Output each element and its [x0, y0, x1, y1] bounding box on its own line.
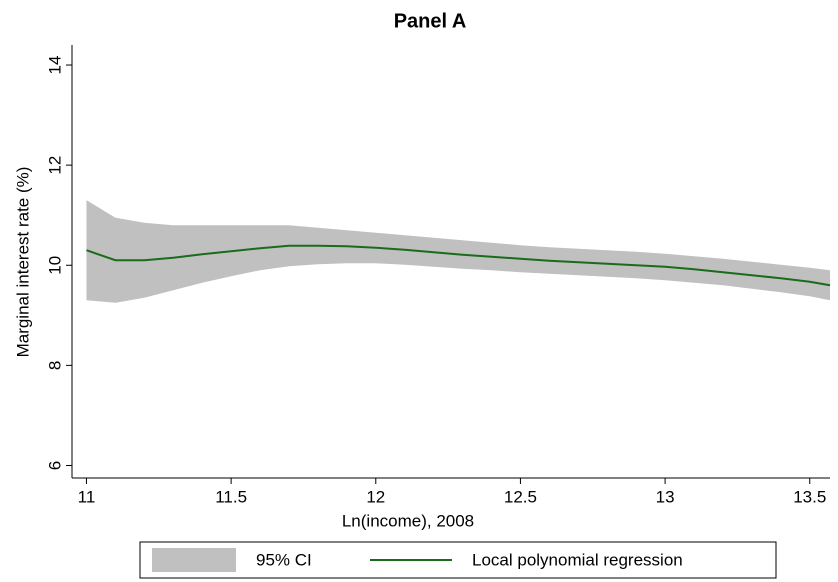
y-tick-label: 8 [45, 361, 64, 370]
y-tick-label: 14 [45, 56, 64, 75]
y-axis-label: Marginal interest rate (%) [13, 167, 32, 358]
x-tick-label: 12 [366, 487, 385, 506]
x-axis-label: Ln(income), 2008 [342, 511, 474, 530]
line [86, 244, 831, 287]
x-tick-label: 13 [656, 487, 675, 506]
x-tick-label: 11 [78, 487, 96, 506]
legend-box [139, 541, 777, 579]
x-tick-label: 12.5 [504, 487, 537, 506]
y-tick-label: 6 [45, 461, 64, 470]
legend-label: 95% CI [256, 550, 312, 569]
legend-label: Local polynomial regression [472, 550, 683, 569]
chart-title: Panel A [394, 10, 467, 32]
ci-band [86, 200, 831, 303]
x-tick-label: 11.5 [215, 487, 247, 506]
y-tick-label: 10 [45, 256, 64, 275]
x-tick-label: 13.5 [793, 487, 826, 506]
legend-swatch [152, 548, 236, 572]
y-tick-label: 12 [45, 156, 64, 175]
